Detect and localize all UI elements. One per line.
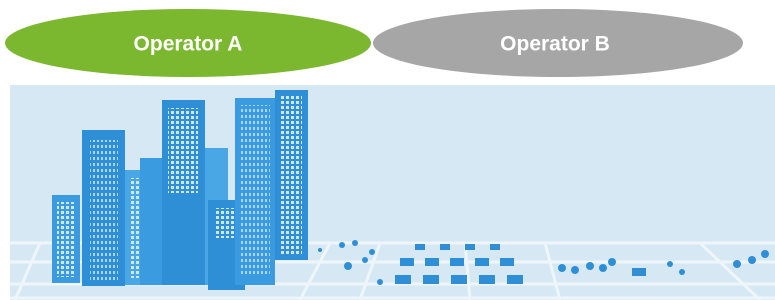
city-illustration: [10, 85, 775, 300]
tab-operator-a[interactable]: Operator A: [5, 9, 371, 77]
page: {"tabs": [{"label": "Operator A"}, {"lab…: [0, 0, 775, 300]
tab-label: Operator A: [134, 33, 243, 56]
screen: Operator A Operator B: [0, 0, 775, 300]
tab-operator-b[interactable]: Operator B: [373, 9, 743, 77]
tab-label: Operator B: [500, 33, 610, 56]
